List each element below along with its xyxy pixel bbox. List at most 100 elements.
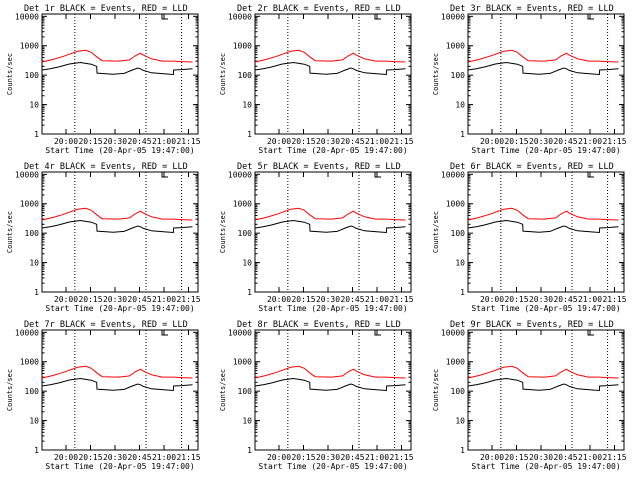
y-tick-label: 10 — [455, 259, 465, 268]
x-tick-label: 20:30 — [529, 295, 553, 304]
lld-series-line — [467, 207, 619, 221]
y-tick-label: 1 — [460, 288, 465, 297]
x-tick-label: 20:15 — [291, 295, 315, 304]
panel-title: Det 1r BLACK = Events, RED = LLD — [24, 4, 188, 14]
x-axis-label: Start Time (20-Apr-05 19:47:00) — [258, 146, 407, 155]
y-tick-label: 1000 — [20, 42, 39, 51]
x-tick-label: 21:15 — [176, 137, 200, 146]
x-tick-label: 21:15 — [602, 295, 626, 304]
x-tick-label: 20:15 — [504, 453, 528, 462]
y-tick-label: 1 — [247, 288, 252, 297]
detector-panel-9: Det 9r BLACK = Events, RED = LLD 1 10 100 10… — [432, 320, 627, 471]
plot-frame — [467, 329, 625, 451]
events-series-line — [467, 219, 619, 234]
x-tick-label: 20:15 — [78, 295, 102, 304]
y-tick-label: 100 — [451, 71, 466, 80]
y-tick-label: 10000 — [441, 328, 465, 337]
x-tick-label: 21:15 — [602, 137, 626, 146]
lld-series-line — [254, 365, 406, 379]
corner-mark — [161, 330, 168, 336]
panel-title: Det 6r BLACK = Events, RED = LLD — [450, 162, 614, 172]
detector-panel-5: Det 5r BLACK = Events, RED = LLD 1 10 100 10… — [219, 162, 414, 313]
panel-title: Det 2r BLACK = Events, RED = LLD — [237, 4, 401, 14]
corner-mark — [587, 172, 594, 178]
detector-panel-3: Det 3r BLACK = Events, RED = LLD 1 10 100 10… — [432, 4, 627, 155]
x-tick-label: 20:15 — [78, 453, 102, 462]
y-tick-label: 1000 — [20, 358, 39, 367]
y-tick-label: 1 — [460, 446, 465, 455]
corner-mark — [161, 14, 168, 20]
y-tick-label: 10000 — [441, 12, 465, 21]
y-tick-label: 1000 — [446, 200, 465, 209]
x-tick-label: 20:45 — [127, 453, 151, 462]
x-tick-label: 21:15 — [389, 137, 413, 146]
y-tick-label: 10000 — [228, 170, 252, 179]
x-tick-label: 21:00 — [578, 137, 602, 146]
y-tick-label: 1 — [34, 446, 39, 455]
y-tick-label: 100 — [25, 229, 40, 238]
x-tick-label: 20:30 — [316, 137, 340, 146]
x-tick-label: 20:15 — [291, 453, 315, 462]
y-tick-label: 1 — [34, 130, 39, 139]
events-series-line — [41, 377, 193, 392]
y-axis-label: Counts/sec — [432, 211, 440, 253]
x-tick-label: 20:45 — [340, 137, 364, 146]
x-tick-label: 20:30 — [529, 137, 553, 146]
y-axis-label: Counts/sec — [6, 369, 14, 411]
y-tick-label: 10 — [242, 101, 252, 110]
y-tick-label: 100 — [25, 387, 40, 396]
corner-mark — [374, 330, 381, 336]
y-axis-label: Counts/sec — [219, 369, 227, 411]
y-tick-label: 10 — [242, 259, 252, 268]
y-axis-label: Counts/sec — [219, 53, 227, 95]
plot-frame — [254, 171, 412, 293]
plot-frame — [254, 329, 412, 451]
detector-panel-8: Det 8r BLACK = Events, RED = LLD 1 10 100 10… — [219, 320, 414, 471]
x-tick-label: 21:15 — [389, 295, 413, 304]
x-axis-label: Start Time (20-Apr-05 19:47:00) — [45, 146, 194, 155]
x-tick-label: 20:30 — [103, 137, 127, 146]
y-tick-label: 1000 — [233, 42, 252, 51]
x-tick-label: 21:00 — [152, 137, 176, 146]
events-series-line — [41, 219, 193, 234]
events-series-line — [254, 219, 406, 234]
lld-series-line — [254, 49, 406, 63]
x-axis-label: Start Time (20-Apr-05 19:47:00) — [45, 304, 194, 313]
x-axis-label: Start Time (20-Apr-05 19:47:00) — [258, 462, 407, 471]
x-tick-label: 20:45 — [127, 295, 151, 304]
y-tick-label: 10000 — [228, 12, 252, 21]
y-tick-label: 1000 — [446, 42, 465, 51]
y-axis-label: Counts/sec — [6, 53, 14, 95]
x-tick-label: 20:45 — [553, 137, 577, 146]
panel-title: Det 8r BLACK = Events, RED = LLD — [237, 320, 401, 330]
x-tick-label: 20:00 — [54, 295, 78, 304]
x-tick-label: 20:45 — [553, 295, 577, 304]
corner-mark — [374, 172, 381, 178]
corner-mark — [587, 14, 594, 20]
y-tick-label: 100 — [238, 229, 253, 238]
x-tick-label: 20:00 — [267, 453, 291, 462]
y-tick-label: 10 — [29, 417, 39, 426]
events-series-line — [41, 61, 193, 76]
y-tick-label: 10000 — [441, 170, 465, 179]
y-axis-label: Counts/sec — [432, 53, 440, 95]
y-tick-label: 10 — [455, 417, 465, 426]
x-tick-label: 20:45 — [340, 295, 364, 304]
x-axis-label: Start Time (20-Apr-05 19:47:00) — [258, 304, 407, 313]
plot-frame — [467, 171, 625, 293]
x-tick-label: 20:00 — [480, 295, 504, 304]
x-tick-label: 21:00 — [578, 295, 602, 304]
corner-mark — [374, 14, 381, 20]
x-tick-label: 21:00 — [578, 453, 602, 462]
lld-series-line — [467, 49, 619, 63]
lld-series-line — [467, 365, 619, 379]
x-tick-label: 20:30 — [529, 453, 553, 462]
y-tick-label: 1 — [247, 130, 252, 139]
x-axis-label: Start Time (20-Apr-05 19:47:00) — [471, 146, 620, 155]
lld-series-line — [41, 365, 193, 379]
x-tick-label: 20:00 — [480, 453, 504, 462]
y-tick-label: 10 — [29, 101, 39, 110]
x-axis-label: Start Time (20-Apr-05 19:47:00) — [471, 304, 620, 313]
x-tick-label: 21:00 — [152, 453, 176, 462]
